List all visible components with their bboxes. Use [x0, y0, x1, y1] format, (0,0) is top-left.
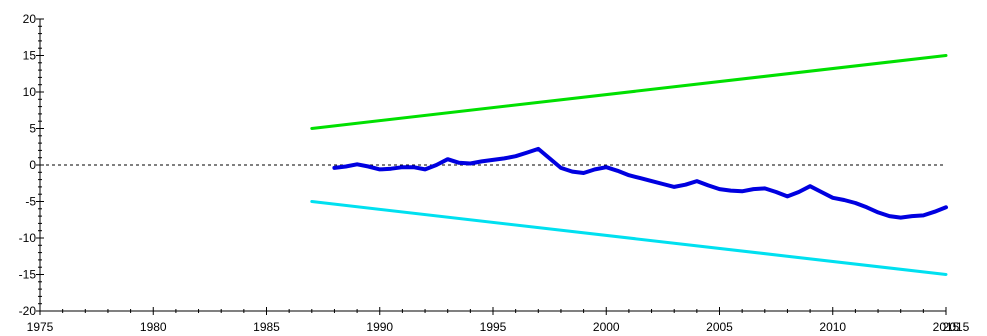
- series-line-3: [310, 200, 948, 276]
- tick-label-group: -20 -15 -10 -5 0 5 10 15 20 1975 1980 1985 1990 1995 2…: [19, 12, 970, 334]
- y-tick-label: 10: [23, 85, 37, 99]
- y-tick-label: -20: [19, 304, 37, 318]
- y-tick-label: -10: [19, 231, 37, 245]
- y-tick-label: 15: [23, 49, 37, 63]
- series-group: [310, 54, 948, 276]
- axes-group: [36, 18, 947, 315]
- x-tick-label: 1985: [253, 320, 280, 334]
- series-line-1: [310, 54, 948, 130]
- y-tick-label: 20: [23, 12, 37, 26]
- x-tick-label: 2010: [819, 320, 846, 334]
- x-tick-label: 1975: [27, 320, 54, 334]
- y-tick-label: -5: [25, 195, 36, 209]
- series-line-2: [332, 146, 948, 220]
- x-tick-label: 1980: [140, 320, 167, 334]
- x-tick-label: 2000: [593, 320, 620, 334]
- y-tick-label: 0: [29, 158, 36, 172]
- y-tick-label: -15: [19, 268, 37, 282]
- y-tick-label: 5: [29, 122, 36, 136]
- x-axis-end-label: 2015: [943, 320, 970, 334]
- x-tick-label: 1995: [480, 320, 507, 334]
- x-tick-label: 2015: [933, 320, 960, 334]
- x-tick-label: 1990: [366, 320, 393, 334]
- x-tick-label: 2005: [706, 320, 733, 334]
